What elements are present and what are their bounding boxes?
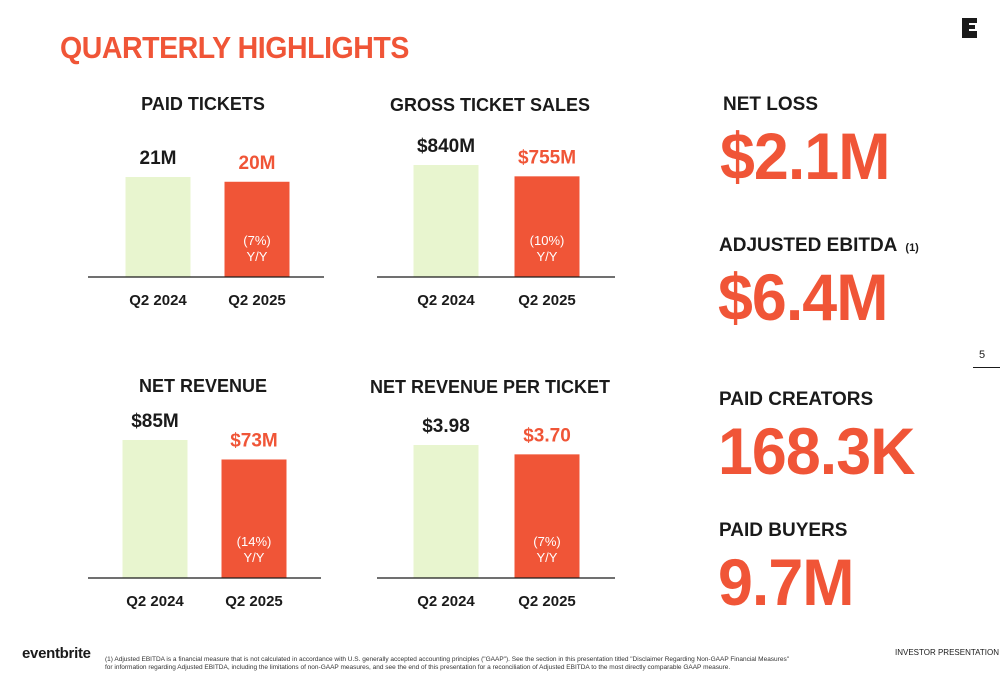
yoy-change-label: (10%) [530,233,565,248]
yoy-change-label: (7%) [243,233,270,248]
x-tick-label: Q2 2024 [126,593,184,610]
x-tick-label: Q2 2024 [417,593,475,610]
page-title: QUARTERLY HIGHLIGHTS [60,30,409,65]
data-label: $840M [417,136,475,157]
bar-q2-2024 [122,440,188,578]
page-number: 5 [979,349,986,361]
yoy-change-suffix: Y/Y [247,249,268,264]
x-tick-label: Q2 2024 [129,292,187,309]
yoy-change-suffix: Y/Y [244,550,265,565]
data-label: 21M [140,148,177,169]
metric-label-paid-creators: PAID CREATORS [719,389,874,410]
data-label: 20M [239,153,276,174]
page-number-divider [973,367,1000,368]
bar-q2-2024 [413,165,479,277]
metric-value-paid-creators: 168.3K [718,414,915,488]
yoy-change-suffix: Y/Y [537,550,558,565]
bar-q2-2025 [224,181,290,277]
chart-title: GROSS TICKET SALES [390,95,590,115]
x-tick-label: Q2 2025 [518,292,576,309]
data-label: $3.70 [523,425,571,446]
x-tick-label: Q2 2025 [518,593,576,610]
data-label: $755M [518,147,576,168]
metric-label-net-loss: NET LOSS [723,94,819,115]
bar-q2-2024 [413,445,479,578]
footnote-ref: (1) [905,242,919,254]
bar-q2-2025 [514,176,580,277]
x-tick-label: Q2 2025 [228,292,286,309]
x-tick-label: Q2 2025 [225,593,283,610]
bar-q2-2024 [125,177,191,277]
chart-title: NET REVENUE PER TICKET [370,377,610,397]
data-label: $85M [131,411,179,432]
metric-value-net-loss: $2.1M [720,119,890,193]
eventbrite-logo-icon [962,18,977,38]
metric-value-adjusted-ebitda: $6.4M [718,260,888,334]
bar-q2-2025 [221,459,287,578]
bar-q2-2025 [514,454,580,578]
yoy-change-label: (14%) [237,534,272,549]
metric-label-paid-buyers: PAID BUYERS [719,520,848,541]
yoy-change-label: (7%) [533,534,560,549]
data-label: $3.98 [422,416,470,437]
footer-label: INVESTOR PRESENTATION [895,648,1000,657]
yoy-change-suffix: Y/Y [537,249,558,264]
footnote: (1) Adjusted EBITDA is a financial measu… [105,656,790,671]
metric-value-paid-buyers: 9.7M [718,545,855,619]
brand-logo: eventbrite [22,645,91,662]
chart-title: NET REVENUE [139,376,267,396]
metric-label-adjusted-ebitda: ADJUSTED EBITDA (1) [719,235,919,256]
x-tick-label: Q2 2024 [417,292,475,309]
data-label: $73M [230,430,278,451]
chart-title: PAID TICKETS [141,94,265,114]
